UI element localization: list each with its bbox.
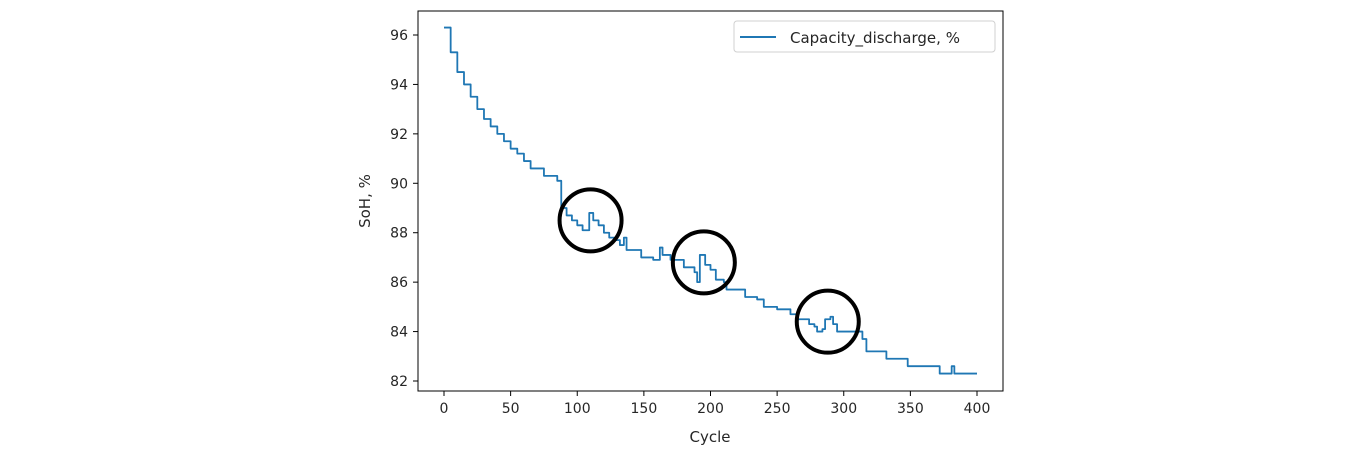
y-tick-label: 96 xyxy=(390,28,408,44)
y-tick-label: 82 xyxy=(390,374,408,390)
x-tick-label: 100 xyxy=(564,401,591,417)
annotation-circle xyxy=(670,229,737,296)
plot-frame xyxy=(417,10,1004,392)
x-tick-label: 200 xyxy=(697,401,724,417)
legend-box xyxy=(733,20,996,53)
annotation-layer xyxy=(557,187,861,355)
y-tick-label: 90 xyxy=(390,176,408,192)
legend: Capacity_discharge, % xyxy=(733,20,996,53)
y-axis-label: SoH, % xyxy=(356,174,374,228)
x-tick-label: 50 xyxy=(502,401,520,417)
y-tick-label: 84 xyxy=(390,325,408,341)
annotation-circle xyxy=(794,288,861,355)
y-axis-ticks: 82 84 86 88 90 92 94 96 xyxy=(390,28,418,390)
y-tick-label: 88 xyxy=(390,226,408,242)
x-tick-label: 150 xyxy=(631,401,658,417)
annotation-circle xyxy=(557,187,624,254)
y-tick-label: 86 xyxy=(390,275,408,291)
x-tick-label: 0 xyxy=(440,401,449,417)
y-tick-label: 94 xyxy=(390,77,408,93)
x-tick-label: 250 xyxy=(764,401,791,417)
x-tick-label: 400 xyxy=(964,401,991,417)
series-line xyxy=(444,26,977,375)
legend-label: Capacity_discharge, % xyxy=(790,29,960,48)
y-tick-label: 92 xyxy=(390,127,408,143)
x-axis-label: Cycle xyxy=(690,428,731,446)
x-tick-label: 350 xyxy=(897,401,924,417)
series-layer xyxy=(444,26,977,375)
x-tick-label: 300 xyxy=(830,401,857,417)
x-axis-ticks: 0 50 100 150 200 250 300 350 400 xyxy=(440,391,991,417)
